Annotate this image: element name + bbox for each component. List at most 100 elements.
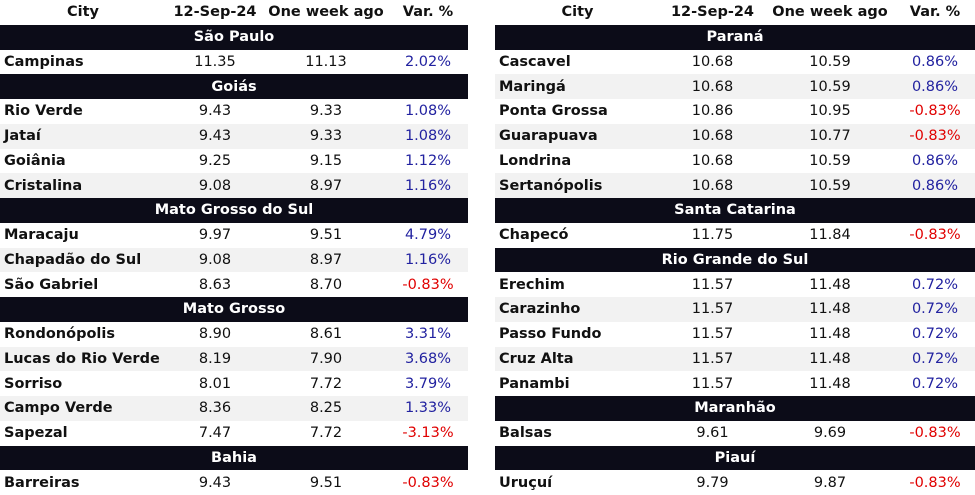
table-row: Chapecó 11.75 11.84 -0.83% bbox=[495, 223, 975, 248]
variation-percent: -0.83% bbox=[909, 128, 961, 145]
price-current: 8.90 bbox=[198, 326, 232, 343]
price-prior: 9.51 bbox=[309, 474, 343, 491]
city-name: Rio Verde bbox=[4, 103, 83, 120]
price-current: 10.68 bbox=[691, 152, 734, 169]
table-row: Sapezal 7.47 7.72 -3.13% bbox=[0, 421, 468, 446]
variation-percent: 0.86% bbox=[911, 152, 959, 169]
region-header-row: Mato Grosso do Sul bbox=[0, 198, 468, 223]
price-prior: 11.84 bbox=[809, 227, 851, 244]
price-current: 11.57 bbox=[691, 350, 734, 367]
price-prior: 9.15 bbox=[309, 152, 343, 169]
table-row: São Gabriel 8.63 8.70 -0.83% bbox=[0, 272, 468, 297]
variation-percent: -0.83% bbox=[909, 425, 961, 442]
price-current: 11.57 bbox=[691, 301, 734, 318]
price-prior: 8.25 bbox=[309, 400, 343, 417]
price-current: 10.68 bbox=[691, 53, 734, 70]
variation-percent: 0.72% bbox=[911, 276, 959, 293]
city-name: Passo Fundo bbox=[499, 326, 602, 343]
price-prior: 8.97 bbox=[309, 177, 343, 194]
table-row: Sertanópolis 10.68 10.59 0.86% bbox=[495, 173, 975, 198]
price-prior: 11.48 bbox=[809, 301, 851, 318]
table-header-row: City 12-Sep-24 One week ago Var. % bbox=[495, 0, 975, 25]
price-current: 9.79 bbox=[696, 474, 729, 491]
city-name: Rondonópolis bbox=[4, 326, 115, 343]
price-current: 10.68 bbox=[691, 128, 734, 145]
variation-percent: -0.83% bbox=[909, 474, 961, 491]
table-row: Ponta Grossa 10.86 10.95 -0.83% bbox=[495, 99, 975, 124]
table-row: Londrina 10.68 10.59 0.86% bbox=[495, 149, 975, 174]
price-prior: 10.59 bbox=[809, 152, 851, 169]
price-prior: 10.77 bbox=[809, 128, 851, 145]
region-header-row: Mato Grosso bbox=[0, 297, 468, 322]
city-name: Cruz Alta bbox=[499, 350, 574, 367]
variation-percent: 3.31% bbox=[404, 326, 452, 343]
price-current: 9.43 bbox=[198, 128, 232, 145]
price-current: 9.43 bbox=[198, 103, 232, 120]
price-prior: 9.33 bbox=[309, 103, 343, 120]
city-name: Sorriso bbox=[4, 375, 63, 392]
city-name: Maracaju bbox=[4, 227, 79, 244]
variation-percent: 3.68% bbox=[404, 350, 452, 367]
price-current: 9.25 bbox=[198, 152, 232, 169]
left-table-body: São Paulo Campinas 11.35 11.13 2.02% Goiás Rio… bbox=[0, 24, 468, 495]
col-header-prior: One week ago bbox=[772, 4, 888, 21]
city-name: Carazinho bbox=[499, 301, 581, 318]
price-current: 9.08 bbox=[198, 177, 232, 194]
price-current: 11.75 bbox=[691, 227, 734, 244]
price-prior: 8.70 bbox=[309, 276, 343, 293]
variation-percent: 1.33% bbox=[404, 400, 452, 417]
city-name: Lucas do Rio Verde bbox=[4, 350, 160, 367]
variation-percent: 0.86% bbox=[911, 78, 959, 95]
variation-percent: -0.83% bbox=[909, 103, 961, 120]
price-current: 11.57 bbox=[691, 375, 734, 392]
price-prior: 11.13 bbox=[305, 53, 347, 70]
price-prior: 9.87 bbox=[813, 474, 847, 491]
city-name: Cristalina bbox=[4, 177, 83, 194]
table-row: Goiânia 9.25 9.15 1.12% bbox=[0, 149, 468, 174]
price-prior: 8.97 bbox=[309, 251, 343, 268]
variation-percent: 0.72% bbox=[911, 375, 959, 392]
price-current: 11.35 bbox=[194, 53, 236, 70]
col-header-current: 12-Sep-24 bbox=[173, 4, 257, 21]
region-header-row: Paraná bbox=[495, 24, 975, 50]
variation-percent: -3.13% bbox=[402, 425, 454, 442]
variation-percent: 0.72% bbox=[911, 326, 959, 343]
price-prior: 9.69 bbox=[813, 425, 847, 442]
city-name: Campo Verde bbox=[4, 400, 113, 417]
region-header-row: Goiás bbox=[0, 74, 468, 99]
price-current: 10.86 bbox=[691, 103, 734, 120]
price-prior: 11.48 bbox=[809, 326, 851, 343]
price-current: 7.47 bbox=[198, 425, 232, 442]
price-prior: 8.61 bbox=[309, 326, 343, 343]
variation-percent: -0.83% bbox=[909, 227, 961, 244]
price-current: 9.43 bbox=[198, 474, 232, 491]
price-prior: 10.59 bbox=[809, 53, 851, 70]
table-row: Chapadão do Sul 9.08 8.97 1.16% bbox=[0, 247, 468, 273]
price-prior: 9.51 bbox=[309, 227, 343, 244]
city-name: Jataí bbox=[4, 128, 41, 145]
table-row: Uruçuí 9.79 9.87 -0.83% bbox=[495, 470, 975, 495]
col-header-city: City bbox=[561, 4, 594, 21]
variation-percent: 1.12% bbox=[404, 152, 452, 169]
price-prior: 11.48 bbox=[809, 276, 851, 293]
table-row: Guarapuava 10.68 10.77 -0.83% bbox=[495, 123, 975, 149]
col-header-city: City bbox=[67, 4, 99, 21]
col-header-var: Var. % bbox=[402, 4, 454, 21]
table-row: Panambi 11.57 11.48 0.72% bbox=[495, 371, 975, 396]
table-row: Campinas 11.35 11.13 2.02% bbox=[0, 50, 468, 75]
region-header-row: Maranhão bbox=[495, 396, 975, 421]
price-prior: 10.95 bbox=[809, 103, 851, 120]
region-header-row: Piauí bbox=[495, 445, 975, 471]
price-prior: 11.48 bbox=[809, 375, 851, 392]
city-name: Balsas bbox=[499, 425, 552, 442]
table-row: Maracaju 9.97 9.51 4.79% bbox=[0, 223, 468, 248]
variation-percent: 0.72% bbox=[911, 350, 959, 367]
city-name: Erechim bbox=[499, 276, 565, 293]
table-row: Erechim 11.57 11.48 0.72% bbox=[495, 272, 975, 297]
price-current: 8.63 bbox=[198, 276, 232, 293]
price-prior: 10.59 bbox=[809, 177, 851, 194]
table-row: Maringá 10.68 10.59 0.86% bbox=[495, 74, 975, 99]
price-current: 8.01 bbox=[198, 375, 232, 392]
variation-percent: 1.16% bbox=[404, 177, 452, 194]
variation-percent: 0.86% bbox=[911, 53, 959, 70]
